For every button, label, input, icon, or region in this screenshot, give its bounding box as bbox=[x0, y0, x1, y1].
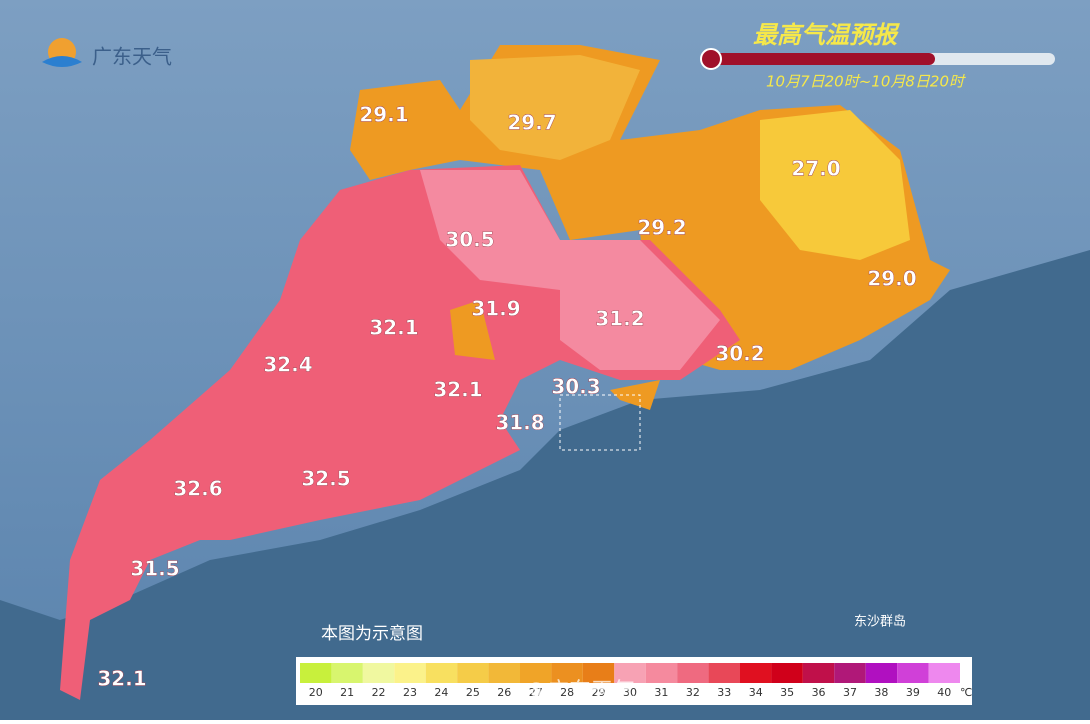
legend-label: 26 bbox=[497, 686, 511, 699]
legend-swatch bbox=[645, 663, 678, 683]
legend-label: 21 bbox=[340, 686, 354, 699]
region-label: 27.0 bbox=[791, 157, 840, 181]
legend-label: 25 bbox=[466, 686, 480, 699]
legend-label: 40 bbox=[937, 686, 951, 699]
legend-swatch bbox=[425, 663, 458, 683]
legend-label: 38 bbox=[874, 686, 888, 699]
legend-label: 33 bbox=[717, 686, 731, 699]
region-label: 32.5 bbox=[301, 467, 350, 491]
region-label: 29.2 bbox=[637, 216, 686, 240]
legend-swatch bbox=[771, 663, 803, 683]
subtitle: 10月7日20时~10月8日20时 bbox=[766, 73, 966, 91]
legend-swatch bbox=[300, 663, 332, 683]
region-label: 29.7 bbox=[507, 111, 556, 135]
title: 最高气温预报 bbox=[753, 21, 900, 49]
region-label: 29.1 bbox=[359, 103, 408, 127]
region-label: 30.3 bbox=[551, 375, 600, 399]
legend-swatch bbox=[834, 663, 866, 683]
legend-label: 29 bbox=[592, 686, 606, 699]
legend-swatch bbox=[582, 663, 615, 683]
legend-swatch bbox=[865, 663, 898, 683]
region-label: 31.5 bbox=[130, 557, 179, 581]
legend-unit: ℃ bbox=[960, 686, 972, 699]
logo-wave bbox=[42, 56, 82, 67]
region-label: 32.4 bbox=[263, 353, 312, 377]
legend-label: 31 bbox=[654, 686, 668, 699]
legend-label: 28 bbox=[560, 686, 574, 699]
legend-swatch bbox=[457, 663, 489, 683]
region-label: 32.1 bbox=[433, 378, 482, 402]
legend-swatch bbox=[551, 663, 583, 683]
legend-label: 27 bbox=[529, 686, 543, 699]
legend-label: 22 bbox=[372, 686, 386, 699]
central-zone bbox=[420, 170, 720, 370]
legend: 20 21 22 23 24 25 26 27 28 29 30 31 32 33 34 35 36 37 38 39… bbox=[300, 663, 972, 699]
north-zone bbox=[470, 55, 640, 160]
region-label: 32.6 bbox=[173, 477, 222, 501]
warm-zone bbox=[760, 110, 910, 260]
legend-label: 23 bbox=[403, 686, 417, 699]
region-label: 29.0 bbox=[867, 267, 916, 291]
region-label: 31.9 bbox=[471, 297, 520, 321]
pocket-zone bbox=[450, 300, 495, 360]
legend-swatch bbox=[394, 663, 426, 683]
region-label: 31.2 bbox=[595, 307, 644, 331]
legend-label: 24 bbox=[434, 686, 448, 699]
legend-swatch bbox=[331, 663, 363, 683]
region-labels: 29.1 29.7 27.0 30.5 29.2 29.0 32.1 31.9 31.2 32.4… bbox=[97, 102, 917, 691]
watermark: @广东天气 bbox=[525, 679, 635, 704]
legend-swatch bbox=[677, 663, 709, 683]
island-label: 东沙群岛 bbox=[854, 614, 906, 630]
region-label: 30.5 bbox=[445, 228, 494, 252]
legend-swatch bbox=[802, 663, 835, 683]
legend-label: 35 bbox=[780, 686, 794, 699]
legend-swatch bbox=[708, 663, 740, 683]
legend-label: 39 bbox=[906, 686, 920, 699]
region-label: 31.8 bbox=[495, 411, 544, 435]
region-label: 32.1 bbox=[97, 667, 146, 691]
region-label: 30.2 bbox=[715, 342, 764, 366]
legend-swatch bbox=[740, 663, 772, 683]
thermo-fill bbox=[705, 53, 935, 65]
legend-label: 30 bbox=[623, 686, 637, 699]
legend-label: 36 bbox=[812, 686, 826, 699]
legend-swatch bbox=[488, 663, 520, 683]
note: 本图为示意图 bbox=[321, 624, 423, 644]
legend-label: 32 bbox=[686, 686, 700, 699]
legend-swatch bbox=[520, 663, 552, 683]
legend-label: 34 bbox=[749, 686, 763, 699]
legend-swatch bbox=[614, 663, 646, 683]
legend-label: 37 bbox=[843, 686, 857, 699]
hk-box bbox=[559, 394, 641, 451]
thermo-bulb bbox=[700, 48, 722, 70]
legend-swatch bbox=[362, 663, 395, 683]
legend-swatch bbox=[928, 663, 960, 683]
legend-swatch bbox=[897, 663, 929, 683]
logo-text: 广东天气 bbox=[92, 45, 172, 69]
region-label: 32.1 bbox=[369, 316, 418, 340]
legend-label: 20 bbox=[309, 686, 323, 699]
